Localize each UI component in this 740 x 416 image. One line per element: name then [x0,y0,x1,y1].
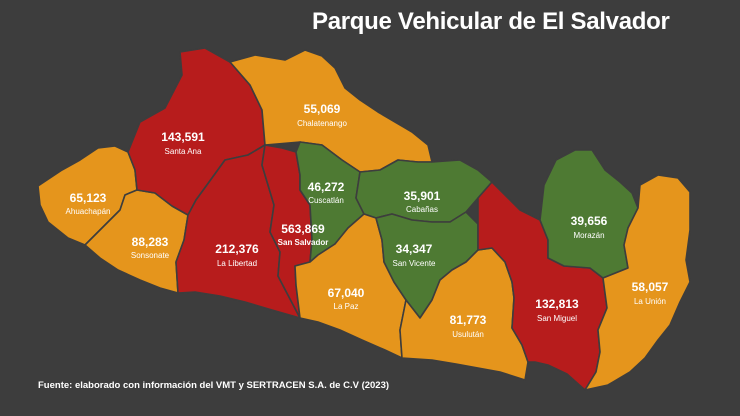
department-la-union[interactable] [584,174,691,391]
label-santa-ana: 143,591 Santa Ana [161,130,205,156]
label-cabanas: 35,901 Cabañas [404,189,441,214]
name-san-miguel: San Miguel [537,314,577,323]
name-cuscatlan: Cuscatlán [308,196,344,205]
name-san-vicente: San Vicente [393,259,437,268]
value-cabanas: 35,901 [404,189,441,203]
department-chalatenango[interactable] [229,49,433,173]
value-cuscatlan: 46,272 [308,180,345,194]
label-san-vicente: 34,347 San Vicente [393,242,437,268]
label-cuscatlan: 46,272 Cuscatlán [308,180,345,205]
value-sonsonate: 88,283 [132,235,169,249]
department-morazan[interactable] [539,149,639,279]
value-ahuachapan: 65,123 [70,191,107,205]
label-la-union: 58,057 La Unión [632,280,669,306]
label-chalatenango: 55,069 Chalatenango [297,102,347,128]
name-sonsonate: Sonsonate [131,251,170,260]
name-cabanas: Cabañas [406,205,438,214]
name-chalatenango: Chalatenango [297,119,347,128]
name-usulutan: Usulután [452,330,484,339]
value-morazan: 39,656 [571,214,608,228]
value-la-union: 58,057 [632,280,669,294]
map-title: Parque Vehicular de El Salvador [312,8,670,35]
name-la-libertad: La Libertad [217,259,257,268]
name-morazan: Morazán [573,231,604,240]
name-san-salvador: San Salvador [278,238,329,247]
label-morazan: 39,656 Morazán [571,214,608,240]
label-san-salvador: 563,869 San Salvador [278,222,329,247]
name-ahuachapan: Ahuachapán [66,207,111,216]
value-la-paz: 67,040 [328,286,365,300]
name-santa-ana: Santa Ana [165,147,202,156]
label-usulutan: 81,773 Usulután [450,313,487,339]
source-note: Fuente: elaborado con información del VM… [38,380,390,391]
name-la-paz: La Paz [334,302,359,311]
label-ahuachapan: 65,123 Ahuachapán [66,191,111,216]
label-la-paz: 67,040 La Paz [328,286,365,311]
value-la-libertad: 212,376 [215,242,259,256]
value-santa-ana: 143,591 [161,130,205,144]
value-usulutan: 81,773 [450,313,487,327]
value-san-vicente: 34,347 [396,242,433,256]
label-san-miguel: 132,813 San Miguel [535,297,579,323]
label-la-libertad: 212,376 La Libertad [215,242,259,268]
label-sonsonate: 88,283 Sonsonate [131,235,170,260]
name-la-union: La Unión [634,297,666,306]
value-san-miguel: 132,813 [535,297,579,311]
value-san-salvador: 563,869 [281,222,325,236]
value-chalatenango: 55,069 [304,102,341,116]
